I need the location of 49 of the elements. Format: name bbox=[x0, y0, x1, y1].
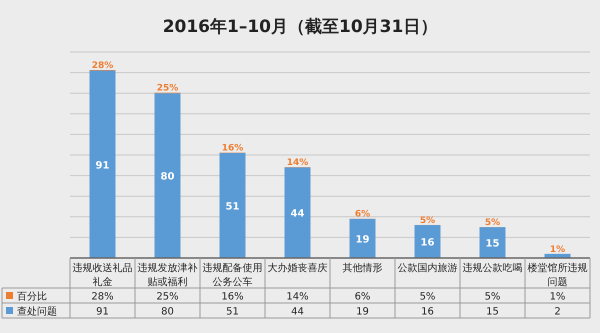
text: 25% bbox=[156, 84, 178, 94]
text: 51 bbox=[226, 201, 240, 212]
x-tick-label: 违规发放津补贴或福利 bbox=[138, 262, 198, 288]
legend-label: 百分比 bbox=[17, 290, 47, 302]
x-tick-label: 大办婚丧喜庆 bbox=[268, 262, 328, 274]
data-label: 1% bbox=[550, 292, 566, 302]
text: 14% bbox=[286, 158, 308, 168]
x-tick-label: 违规公款吃喝 bbox=[462, 262, 522, 274]
data-label: 16 bbox=[421, 306, 434, 318]
data-label: 16% bbox=[221, 292, 244, 302]
data-label: 80 bbox=[161, 306, 174, 318]
data-label: 14% bbox=[286, 292, 309, 302]
data-label: 6% bbox=[354, 292, 370, 302]
text: 1% bbox=[550, 244, 566, 255]
legend-label: 查处问题 bbox=[17, 306, 57, 318]
x-tick-label: 楼堂馆所违规问题 bbox=[528, 262, 588, 288]
data-label: 19 bbox=[356, 306, 369, 318]
text: 28% bbox=[92, 60, 114, 71]
x-tick-label: 其他情形 bbox=[342, 262, 382, 274]
data-label: 2 bbox=[554, 306, 561, 318]
bar bbox=[414, 225, 440, 258]
bar bbox=[220, 152, 246, 258]
text: 44 bbox=[290, 208, 304, 220]
text: 5% bbox=[484, 218, 500, 228]
bar bbox=[480, 227, 506, 258]
data-label: 91 bbox=[96, 306, 109, 318]
bar bbox=[90, 70, 116, 258]
x-tick-label: 违规收送礼品礼金 bbox=[72, 262, 132, 288]
data-label: 44 bbox=[291, 306, 304, 318]
text: 5% bbox=[420, 216, 436, 226]
text: 6% bbox=[354, 210, 370, 220]
data-label: 15 bbox=[486, 306, 499, 318]
text: 16% bbox=[222, 144, 244, 154]
text: 19 bbox=[356, 234, 370, 246]
text: 15 bbox=[486, 238, 500, 250]
x-tick-label: 公款国内旅游 bbox=[398, 262, 458, 274]
bar bbox=[350, 218, 376, 258]
data-label: 5% bbox=[484, 292, 500, 302]
text: 16 bbox=[420, 238, 434, 249]
data-label: 51 bbox=[226, 306, 239, 318]
chart-title: 2016年1–10月（截至10月31日） bbox=[162, 17, 438, 37]
bar bbox=[284, 167, 310, 258]
text: 80 bbox=[160, 172, 174, 183]
text: 91 bbox=[96, 160, 110, 172]
x-tick-label: 违规配备使用公务公车 bbox=[202, 262, 262, 288]
bar bbox=[154, 93, 180, 258]
data-label: 28% bbox=[91, 292, 114, 302]
data-label: 25% bbox=[156, 292, 179, 302]
data-label: 5% bbox=[420, 292, 436, 302]
